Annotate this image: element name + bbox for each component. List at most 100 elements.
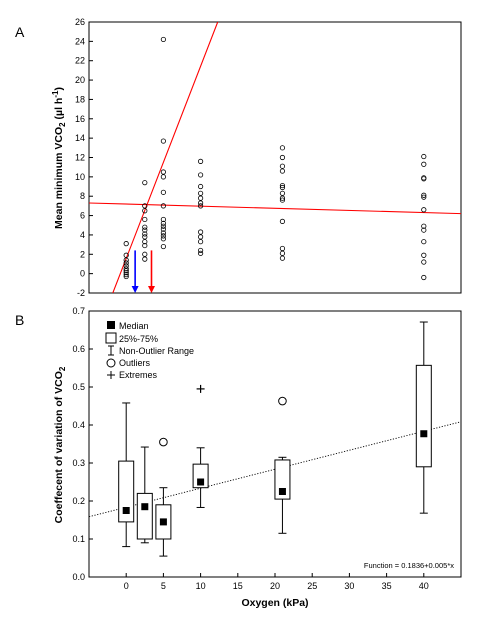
data-point: [160, 226, 166, 232]
panel-a-letter: A: [15, 24, 25, 40]
legend-whisker-label: Non-Outlier Range: [119, 346, 194, 356]
panel-b-x-axis-title: Oxygen (kPa): [241, 597, 308, 609]
b-y-tick-label: 0.6: [72, 344, 85, 354]
panel-a-regression-lines: [89, 22, 461, 293]
data-point: [421, 176, 427, 182]
data-point: [279, 245, 286, 252]
a-y-tick-label: 10: [75, 172, 85, 182]
data-point: [198, 183, 204, 190]
legend-extreme-swatch: [107, 371, 115, 379]
data-point: [142, 242, 148, 249]
a-y-tick-label: 8: [80, 191, 85, 201]
data-point: [279, 154, 286, 161]
panel-b-y-axis: 0.0 0.1 0.2 0.3 0.4 0.5 0.6 0.7: [72, 306, 93, 582]
panel-b-fit-line: [89, 421, 461, 518]
data-point: [142, 251, 148, 257]
extreme-point: [196, 384, 205, 393]
b-y-tick-label: 0.2: [72, 496, 85, 506]
a-y-tick-label: 24: [75, 36, 85, 46]
data-point: [123, 266, 129, 272]
data-point: [123, 268, 129, 274]
b-x-tick-label: 0: [124, 581, 129, 591]
data-point: [123, 241, 129, 247]
median-marker: [141, 503, 149, 511]
regression-line-2: [89, 202, 461, 215]
data-point: [198, 203, 204, 209]
data-point: [160, 138, 166, 144]
a-y-tick-label: 12: [75, 153, 85, 163]
data-point: [142, 227, 148, 233]
b-x-tick-label: 15: [233, 581, 243, 591]
b-x-tick-label: 20: [270, 581, 280, 591]
box-plot: [155, 487, 172, 557]
a-y-tick-label: 20: [75, 75, 85, 85]
data-point: [160, 223, 166, 229]
data-point: [198, 229, 204, 235]
data-point: [421, 223, 427, 229]
data-point: [421, 192, 427, 198]
panel-a-y-axis-title: Mean minimum VCO2 (µl h-1): [51, 87, 67, 229]
panel-b-outliers: [159, 384, 287, 447]
data-point: [142, 180, 148, 186]
a-y-tick-label: 26: [75, 17, 85, 27]
data-point: [142, 208, 148, 214]
data-point: [198, 190, 204, 196]
data-point: [198, 200, 204, 206]
b-y-tick-label: 0.0: [72, 572, 85, 582]
data-point: [279, 190, 286, 196]
panel-b-x-axis: 0 5 10 15 20 25 30 35 40: [124, 573, 429, 591]
data-point: [421, 252, 427, 258]
panel-b: 0.0 0.1 0.2 0.3 0.4 0.5 0.6 0.7 0 5 10 15 20 25 30 35 4…: [53, 306, 462, 609]
panel-b-boxes: [118, 321, 432, 557]
data-point: [421, 274, 427, 281]
data-point: [160, 36, 166, 43]
blue-arrow-head: [131, 286, 139, 293]
data-point: [142, 216, 148, 223]
data-point: [142, 203, 148, 209]
median-marker: [159, 518, 167, 526]
legend-box-swatch: [105, 332, 117, 344]
data-point: [421, 259, 427, 265]
data-point: [123, 257, 129, 263]
b-x-tick-label: 25: [307, 581, 317, 591]
data-point: [198, 234, 204, 240]
median-marker: [122, 507, 130, 514]
data-point: [421, 207, 427, 213]
a-y-tick-label: 0: [80, 269, 85, 279]
data-point: [198, 247, 204, 254]
b-y-tick-label: 0.5: [72, 382, 85, 392]
a-y-tick-label: 14: [75, 133, 85, 143]
data-point: [421, 153, 427, 160]
panel-b-y-axis-title: Coeffecent of variation of VCO2: [53, 366, 67, 523]
iqr-box: [118, 460, 135, 523]
legend-outlier-label: Outliers: [119, 358, 151, 368]
data-point: [142, 231, 148, 237]
b-y-tick-label: 0.1: [72, 534, 85, 544]
a-y-tick-label: -2: [77, 288, 85, 298]
iqr-box: [136, 492, 153, 540]
data-point: [198, 172, 204, 178]
data-point: [421, 194, 427, 200]
data-point: [123, 252, 129, 258]
data-point: [123, 273, 129, 280]
legend-extreme-label: Extremes: [119, 370, 158, 380]
data-point: [279, 197, 286, 203]
data-point: [198, 239, 204, 245]
data-point: [160, 233, 166, 239]
data-point: [279, 195, 286, 201]
legend-whisker-swatch: [108, 345, 114, 356]
data-point: [279, 255, 286, 261]
median-marker: [420, 430, 428, 438]
b-x-tick-label: 30: [344, 581, 354, 591]
data-point: [123, 272, 129, 278]
box-plot: [136, 446, 153, 544]
box-plot: [274, 456, 291, 534]
data-point: [198, 158, 204, 164]
legend-median-swatch: [107, 321, 115, 329]
fit-line: [89, 421, 461, 518]
data-point: [279, 250, 286, 256]
data-point: [279, 182, 286, 189]
a-y-tick-label: 22: [75, 56, 85, 66]
